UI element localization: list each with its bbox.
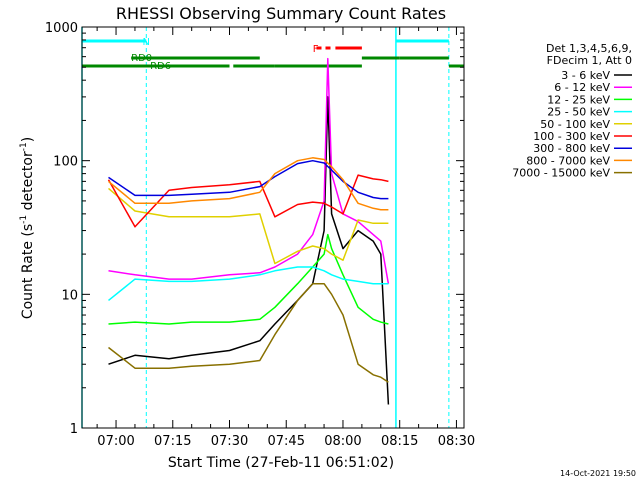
plot-frame [81,26,465,429]
legend-label-1: 6 - 12 keV [554,81,610,94]
legend-label-2: 12 - 25 keV [547,93,610,106]
footer-timestamp: 14-Oct-2021 19:50 [560,469,636,478]
series-layer [107,57,390,405]
legend-label-5: 100 - 300 keV [533,130,610,143]
legend-label-6: 300 - 800 keV [533,142,610,155]
series-line-1 [108,57,390,284]
night-label: N [143,37,150,48]
legend-header-line-2: FDecim 1, Att 0 [547,54,632,67]
y-axis-label-exp1: -1 [19,215,29,224]
rd0-label: RD0 [131,53,152,64]
x-tick-label-5: 08:15 [381,434,418,449]
y-axis: 1 10 100 1000 [45,21,464,437]
x-tick-label-6: 08:30 [438,434,475,449]
y-axis-label-exp2: -1 [19,142,29,151]
rd6-label: RD6 [150,61,171,72]
y-tick-label-2: 100 [53,155,78,170]
y-axis-label-part1: Count Rate (s [20,224,36,319]
legend-label-3: 25 - 50 keV [547,106,610,119]
x-tick-label-4: 08:00 [324,434,361,449]
x-axis-label: Start Time (27-Feb-11 06:51:02) [168,455,394,471]
x-axis: 07:00 07:15 07:30 07:45 08:00 08:15 08:30 [96,27,475,449]
y-tick-label-1: 10 [61,288,78,303]
legend-label-4: 50 - 100 keV [540,118,610,131]
y-tick-label-3: 1000 [45,21,78,36]
y-tick-label-0: 1 [70,422,78,437]
flare-label: F [313,44,319,55]
series-line-8 [108,282,389,383]
x-tick-label-0: 07:00 [97,434,134,449]
series-line-3 [108,266,389,301]
x-tick-label-1: 07:15 [154,434,191,449]
x-tick-label-3: 07:45 [268,434,305,449]
y-axis-label-part2: detector [20,151,36,215]
series-line-4 [108,187,389,265]
x-tick-label-2: 07:30 [211,434,248,449]
y-axis-label: Count Rate (s-1 detector-1) [19,137,36,319]
legend-header-line-1: Det 1,3,4,5,6,9, [546,42,632,55]
y-axis-label-part3: ) [20,137,36,142]
legend: Det 1,3,4,5,6,9, FDecim 1, Att 0 3 - 6 k… [512,42,632,180]
chart-title: RHESSI Observing Summary Count Rates [116,4,446,23]
series-line-7 [108,157,389,211]
series-line-6 [108,159,389,200]
legend-label-0: 3 - 6 keV [561,69,610,82]
legend-label-7: 800 - 7000 keV [526,154,610,167]
legend-label-8: 7000 - 15000 keV [512,167,610,180]
series-line-5 [107,174,389,228]
